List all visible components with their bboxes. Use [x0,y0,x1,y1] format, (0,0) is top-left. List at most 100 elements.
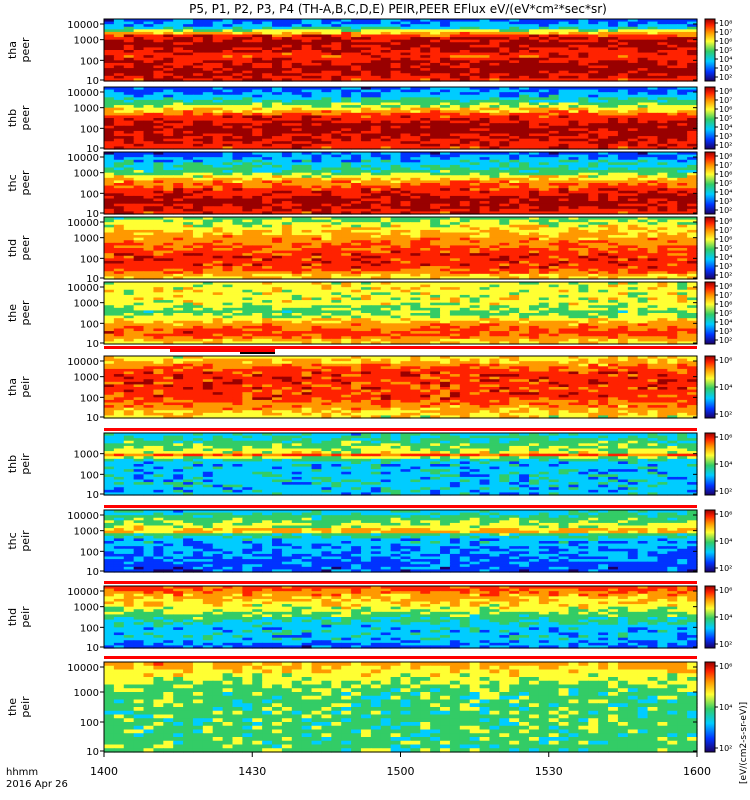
spectrogram-cell [104,183,115,187]
spectrogram-cell [410,75,421,80]
spectrogram-cell [558,24,570,28]
spectrogram-cell [568,60,579,64]
spectrogram-cell [519,170,530,174]
spectrogram-cell [499,143,510,148]
spectrogram-cell [617,188,629,192]
spectrogram-cell [667,73,678,77]
spectrogram-cell [331,94,342,98]
spectrogram-cell [163,57,174,61]
spectrogram-cell [331,105,342,109]
spectrogram-cell [578,120,589,124]
spectrogram-cell [479,55,491,59]
spectrogram-cell [183,78,194,82]
spectrogram-cell [380,164,392,169]
spectrogram-cell [163,123,174,127]
spectrogram-cell [459,130,471,135]
spectrogram-cell [499,52,510,56]
spectrogram-cell [301,120,313,124]
spectrogram-cell [242,138,253,142]
spectrogram-cell [617,42,629,46]
spectrogram-cell [153,222,164,226]
spectrogram-cell [370,37,382,41]
spectrogram-cell [311,125,323,129]
spectrogram-cell [578,201,589,205]
spectrogram-cell [617,55,629,59]
spectrogram-cell [479,118,491,122]
spectrogram-cell [558,55,570,59]
spectrogram-cell [143,118,155,122]
spectrogram-cell [588,136,599,140]
spectrogram-cell [489,224,500,228]
spectrogram-cell [262,237,273,241]
spectrogram-cell [459,29,471,33]
spectrogram-cell [489,235,500,239]
spectrogram-cell [163,62,174,67]
spectrogram-cell [222,190,234,194]
spectrogram-cell [440,110,451,114]
spectrogram-cell [331,133,342,137]
spectrogram-cell [528,130,540,135]
spectrogram-cell [252,60,263,64]
spectrogram-cell [222,211,234,215]
spectrogram-cell [489,92,500,96]
spectrogram-cell [262,118,273,122]
spectrogram-cell [252,211,263,215]
spectrogram-cell [657,118,668,122]
spectrogram-cell [430,198,441,202]
spectrogram-cell [202,188,214,192]
spectrogram-cell [123,62,135,67]
spectrogram-cell [420,65,431,69]
spectrogram-cell [341,229,352,234]
spectrogram-cell [440,206,451,210]
spectrogram-cell [202,232,214,236]
spectrogram-cell [410,26,421,30]
spectrogram-cell [104,78,115,82]
spectrogram-cell [341,146,352,150]
spectrogram-cell [331,136,342,140]
spectrogram-cell [143,183,155,187]
spectrogram-cell [578,73,589,77]
spectrogram-cell [123,237,135,241]
spectrogram-cell [370,154,382,158]
spectrogram-cell [341,112,352,117]
spectrogram-cell [598,70,609,74]
spectrogram-cell [588,130,599,135]
spectrogram-cell [222,26,234,30]
spectrogram-cell [104,52,115,56]
spectrogram-cell [113,47,125,51]
spectrogram-cell [272,180,283,184]
spectrogram-cell [687,143,698,148]
spectrogram-cell [687,128,698,132]
spectrogram-cell [430,237,441,241]
spectrogram-cell [262,146,273,150]
spectrogram-cell [143,232,155,236]
spectrogram-cell [291,185,303,189]
spectrogram-cell [301,175,313,179]
spectrogram-cell [489,152,500,156]
spectrogram-cell [400,112,411,117]
spectrogram-cell [183,154,194,158]
spectrogram-cell [459,188,471,192]
spectrogram-cell [449,167,461,171]
spectrogram-cell [321,125,332,129]
spectrogram-cell [272,224,283,228]
spectrogram-cell [153,68,164,72]
spectrogram-cell [272,31,283,36]
spectrogram-cell [113,31,125,36]
spectrogram-cell [123,92,135,96]
spectrogram-cell [509,70,520,74]
spectrogram-cell [351,19,362,23]
spectrogram-cell [459,146,471,150]
spectrogram-cell [568,62,579,67]
spectrogram-cell [153,65,164,69]
spectrogram-cell [272,115,283,119]
spectrogram-cell [153,229,164,234]
spectrogram-cell [657,237,668,241]
spectrogram-cell [380,190,392,194]
spectrogram-cell [212,208,224,213]
spectrogram-cell [331,235,342,239]
spectrogram-cell [608,112,619,117]
spectrogram-cell [588,232,599,236]
spectrogram-cell [242,185,253,189]
